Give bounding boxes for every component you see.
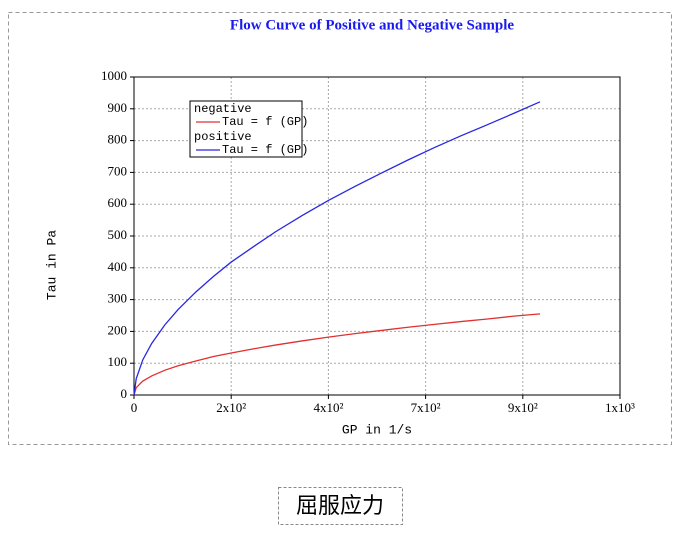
y-tick-label: 600 [108, 195, 128, 210]
data-line [133, 313, 541, 396]
y-axis-label: Tau in Pa [44, 230, 59, 300]
y-tick-label: 0 [121, 386, 128, 401]
y-tick-label: 400 [108, 259, 128, 274]
y-tick-label: 200 [108, 322, 128, 337]
x-tick-label: 9x10² [508, 400, 538, 415]
data-line [133, 101, 541, 396]
x-tick-label: 2x10² [216, 400, 246, 415]
legend-group: negative [194, 102, 252, 116]
x-axis-label: GP in 1/s [342, 422, 412, 437]
y-tick-label: 1000 [101, 68, 127, 83]
chart-frame [8, 12, 672, 445]
plot-frame [133, 76, 621, 396]
x-tick-label: 7x10² [411, 400, 441, 415]
x-tick-label: 4x10² [313, 400, 343, 415]
x-tick-label: 1x10³ [605, 400, 635, 415]
chart-title: Flow Curve of Positive and Negative Samp… [230, 17, 514, 33]
y-tick-label: 300 [108, 291, 128, 306]
legend-entry: Tau = f (GP) [222, 115, 308, 129]
legend-entry: Tau = f (GP) [222, 143, 308, 157]
y-tick-label: 500 [108, 227, 128, 242]
y-tick-label: 700 [108, 163, 128, 178]
legend-box [189, 100, 303, 158]
y-tick-label: 800 [108, 132, 128, 147]
y-tick-label: 100 [108, 354, 128, 369]
y-tick-label: 900 [108, 100, 128, 115]
legend-group: positive [194, 130, 252, 144]
caption-box [278, 487, 403, 525]
caption: 屈服应力 [296, 494, 384, 519]
x-tick-label: 0 [131, 400, 138, 415]
